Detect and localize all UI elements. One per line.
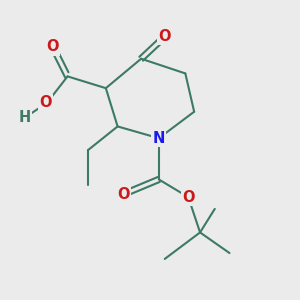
Text: N: N <box>153 131 165 146</box>
Text: O: O <box>158 29 171 44</box>
Text: O: O <box>39 95 52 110</box>
Text: O: O <box>117 187 130 202</box>
Text: O: O <box>182 190 194 205</box>
Text: O: O <box>46 39 59 54</box>
Text: H: H <box>19 110 31 125</box>
